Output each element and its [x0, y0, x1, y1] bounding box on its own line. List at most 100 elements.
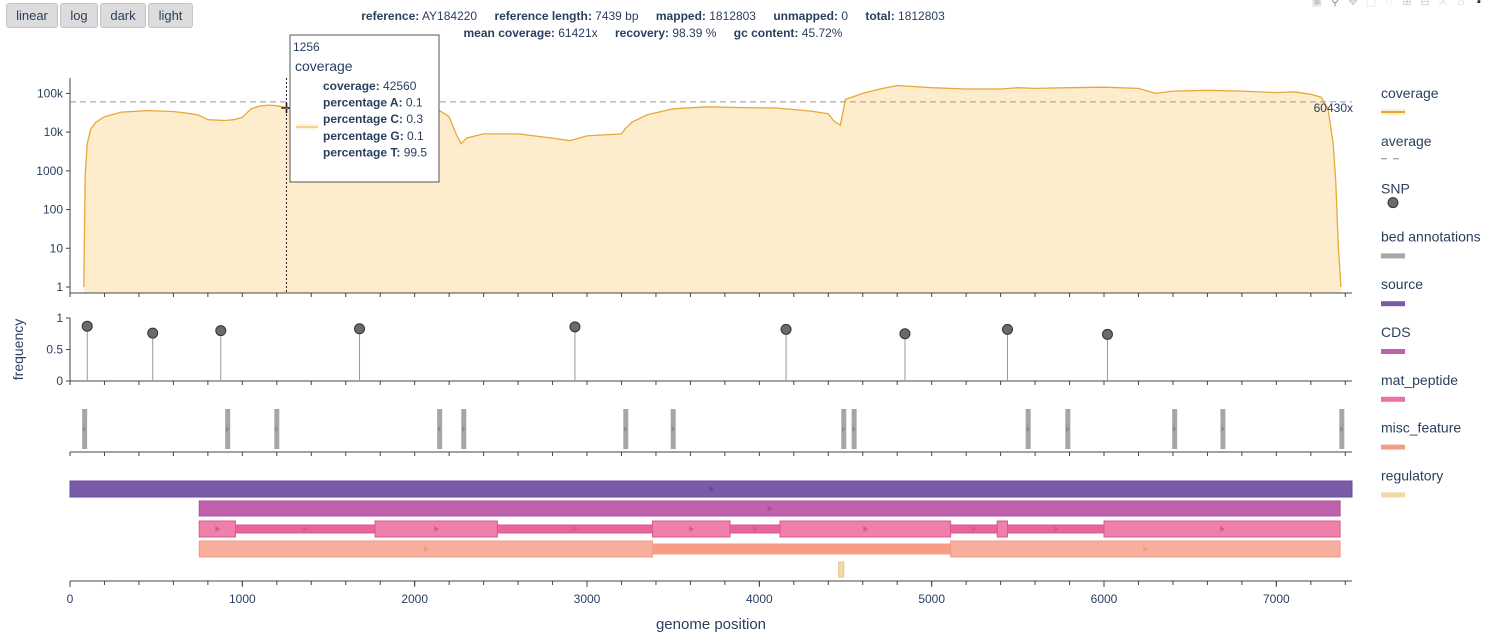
reset-home-icon[interactable]: ⌂: [1457, 0, 1465, 8]
feature-strand-arrow-icon: [434, 526, 440, 532]
tooltip-row-label: percentage C:: [323, 112, 406, 126]
stats-line-1: reference: AY184220 reference length: 74…: [0, 9, 1306, 23]
legend-label-bed-annotations: bed annotations: [1381, 228, 1481, 244]
snp-marker: [780, 323, 792, 335]
legend-swatch-bar: [1381, 301, 1405, 307]
bed-strand-arrow-icon: [1340, 426, 1344, 432]
feature-strand-arrow-icon: [303, 526, 309, 532]
snp-marker: [569, 321, 581, 333]
recovery-label: recovery:: [614, 26, 670, 40]
tooltip-row-value: 42560: [383, 79, 417, 93]
tooltip-row: percentage T: 99.5: [323, 145, 427, 159]
scale-button-log[interactable]: log: [60, 3, 98, 28]
tooltip-box: [289, 34, 440, 183]
coverage-y-tick-label: 100k: [37, 86, 64, 100]
theme-button-light[interactable]: light: [148, 3, 193, 28]
tooltip-row: percentage G: 0.1: [323, 129, 424, 143]
snp-y-tick-label: 0: [56, 374, 63, 388]
feature-strand-arrow-icon: [1220, 526, 1226, 532]
tooltip-row-value: 0.1: [406, 96, 423, 110]
bed-strand-arrow-icon: [1221, 426, 1225, 432]
genome-x-tick-label: 6000: [1091, 592, 1118, 606]
mean-coverage-label: mean coverage:: [463, 26, 555, 40]
legend-swatch-bar: [1381, 349, 1405, 354]
bed-strand-arrow-icon: [1026, 426, 1030, 432]
zoom-out-icon[interactable]: ⊟: [1420, 0, 1430, 8]
coverage-y-tick-label: 1000: [36, 164, 63, 178]
scale-button-linear[interactable]: linear: [6, 3, 58, 28]
snp-y-tick-label: 1: [56, 311, 63, 325]
coverage-y-tick-label: 100: [43, 203, 63, 217]
box-select-icon[interactable]: ⬚: [1365, 0, 1377, 8]
genome-x-tick-label: 4000: [746, 592, 773, 606]
unmapped-label: unmapped:: [773, 9, 838, 23]
legend: coverage average SNP bed annotations source C…: [1381, 85, 1481, 498]
feature-panel: 0 1000 2000 3000 4000 5000 6000 7000 genome posi…: [67, 480, 1353, 633]
legend-label-average: average: [1381, 133, 1432, 149]
bed-strand-arrow-icon: [852, 426, 856, 432]
genome-x-tick-label: 0: [67, 592, 74, 606]
legend-swatch-dot: [1387, 197, 1399, 209]
feature-strand-arrow-icon: [215, 526, 221, 532]
snp-marker: [899, 328, 911, 340]
snp-y-tick-label: 0.5: [46, 343, 63, 357]
crosshair-cursor-icon: ✛: [281, 100, 293, 116]
autoscale-icon[interactable]: ⤧: [1438, 0, 1448, 8]
bed-strand-arrow-icon: [1173, 426, 1177, 432]
feature-strand-arrow-icon: [799, 546, 805, 552]
tooltip-row: coverage: 42560: [323, 79, 417, 93]
tooltip-swatch-fill: [296, 124, 318, 130]
tooltip-row-value: 0.3: [406, 112, 423, 126]
bed-strand-arrow-icon: [1066, 426, 1070, 432]
feature-regulatory: [838, 561, 845, 578]
tooltip-row-label: percentage G:: [323, 129, 407, 143]
snp-marker: [147, 327, 159, 339]
feature-strand-arrow-icon: [709, 486, 714, 492]
snp-marker: [354, 323, 366, 335]
unmapped-value: 0: [841, 9, 849, 23]
snp-marker: [215, 325, 227, 337]
mapped-value: 1812803: [709, 9, 756, 23]
ref-length-value: 7439 bp: [595, 9, 639, 23]
zoom-icon[interactable]: ⚲: [1330, 0, 1340, 8]
feature-strand-arrow-icon: [572, 526, 578, 532]
legend-label-regulatory: regulatory: [1381, 467, 1443, 483]
coverage-panel: 60430x 1 10 100 1000 10k 100k ✛: [36, 78, 1353, 297]
plotly-logo-icon: ▪: [1477, 0, 1481, 8]
feature-strand-arrow-icon: [971, 526, 977, 532]
plot-modebar: ▣ ⚲ ✥ ⬚ ◌ ⊞ ⊟ ⤧ ⌂ ▪: [1310, 0, 1486, 8]
snp-marker: [81, 320, 93, 332]
snp-y-axis-title: frequency: [10, 319, 26, 380]
bed-panel: [69, 409, 1352, 456]
tooltip-row-value: 0.1: [407, 129, 424, 143]
pan-icon[interactable]: ✥: [1348, 0, 1358, 8]
camera-icon[interactable]: ▣: [1311, 0, 1323, 8]
coverage-y-tick-label: 10k: [44, 125, 64, 139]
bed-strand-arrow-icon: [671, 426, 675, 432]
genome-x-tick-label: 1000: [229, 592, 256, 606]
legend-swatch-bar: [1381, 444, 1405, 450]
zoom-in-icon[interactable]: ⊞: [1402, 0, 1412, 8]
bed-strand-arrow-icon: [842, 426, 846, 432]
bed-strand-arrow-icon: [624, 426, 628, 432]
gc-content-label: gc content:: [733, 26, 799, 40]
feature-mat-peptide: [996, 520, 1009, 538]
coverage-y-tick-label: 1: [56, 280, 63, 294]
lasso-icon[interactable]: ◌: [1385, 0, 1393, 8]
gc-content-value: 45.72%: [801, 26, 843, 40]
coverage-line: [83, 84, 1342, 288]
theme-button-dark[interactable]: dark: [100, 3, 146, 28]
snp-marker: [1002, 323, 1014, 335]
feature-strand-arrow-icon: [863, 526, 869, 532]
reference-label: reference:: [361, 9, 420, 23]
tooltip-row: percentage A: 0.1: [323, 96, 423, 110]
average-value-label: 60430x: [1314, 101, 1353, 115]
legend-swatch-bar: [1381, 253, 1405, 259]
hover-tooltip: 1256 coverage coverage: 42560 percentage A:…: [289, 34, 440, 183]
snp-marker: [1101, 328, 1113, 340]
bed-strand-arrow-icon: [226, 426, 230, 432]
bed-strand-arrow-icon: [462, 426, 466, 432]
recovery-value: 98.39 %: [672, 26, 717, 40]
coverage-y-tick-label: 10: [50, 241, 64, 255]
